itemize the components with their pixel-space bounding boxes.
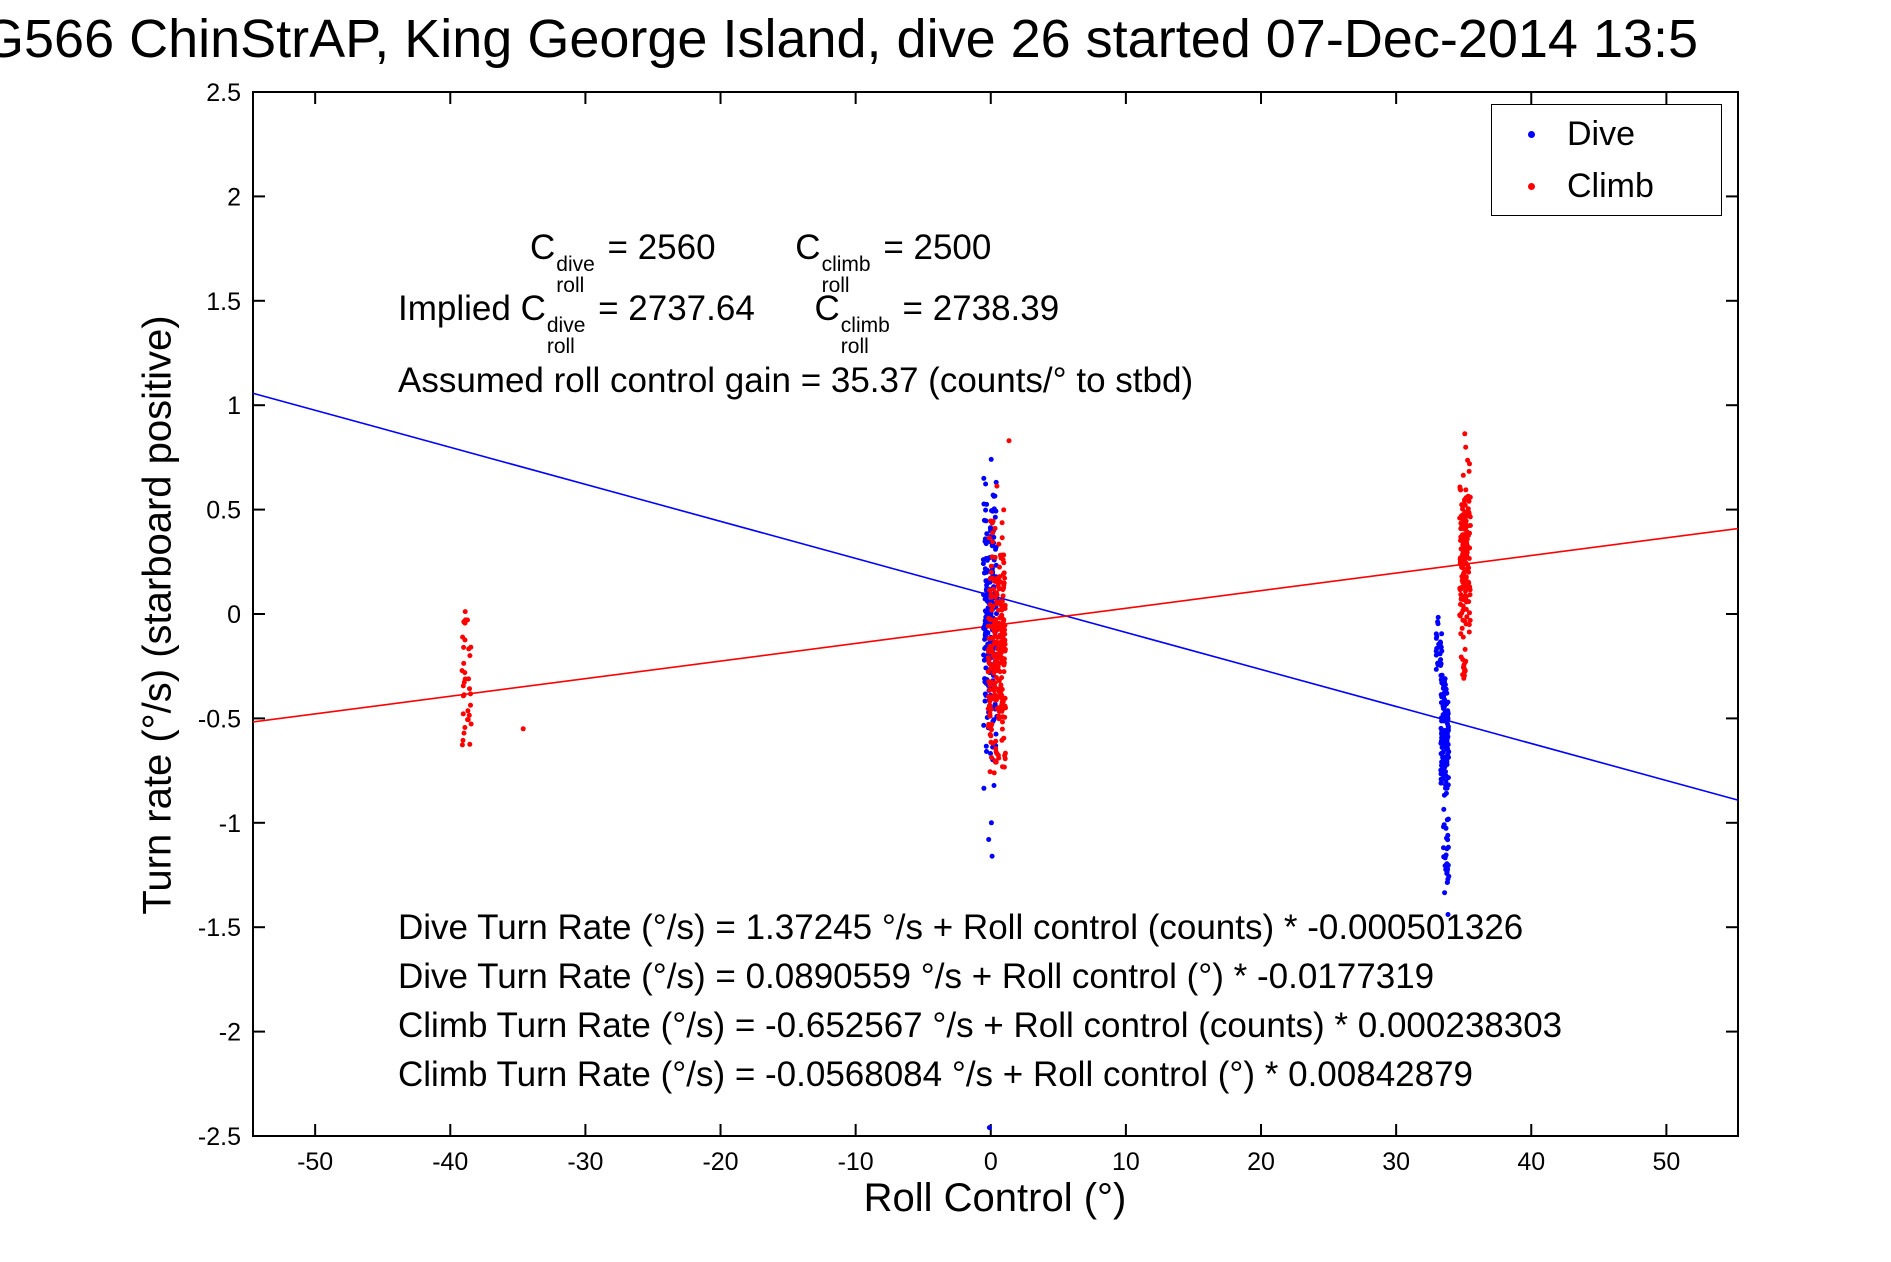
x-tick-label: 30 (1382, 1148, 1410, 1176)
y-tick-label: 2.5 (206, 79, 241, 107)
c-roll-climb-base: C (795, 228, 821, 267)
x-tick-label: -20 (702, 1148, 738, 1176)
x-axis-label: Roll Control (°) (863, 1176, 1127, 1220)
x-tick-label: 40 (1517, 1148, 1545, 1176)
legend-item-dive: Dive (1492, 108, 1721, 160)
climb-counts-equation: Climb Turn Rate (°/s) = -0.652567 °/s + … (398, 1006, 1563, 1045)
legend-label-dive: Dive (1567, 114, 1636, 153)
implied-climb-scripts: climb roll (841, 315, 890, 357)
c-roll-climb-value: = 2500 (873, 228, 992, 267)
y-tick-label: 1.5 (206, 288, 241, 316)
y-tick-label: -1 (219, 810, 241, 838)
y-tick-label: 2 (227, 183, 241, 211)
legend-item-climb: Climb (1492, 160, 1721, 212)
x-tick-label: -10 (838, 1148, 874, 1176)
c-roll-climb-sub: roll (821, 273, 850, 297)
y-tick-label: -1.5 (198, 914, 241, 942)
dive-marker-icon (1528, 130, 1535, 138)
c-roll-dive-sup: dive (556, 252, 595, 276)
implied-climb-base: C (814, 289, 840, 328)
c-roll-dive-scripts: dive roll (556, 254, 595, 296)
c-roll-dive-value: = 2560 (597, 228, 716, 267)
dive-counts-equation: Dive Turn Rate (°/s) = 1.37245 °/s + Rol… (398, 908, 1524, 947)
implied-climb-sub: roll (840, 334, 869, 358)
fit-equations-block: Dive Turn Rate (°/s) = 1.37245 °/s + Rol… (398, 903, 1562, 1099)
y-tick-label: 1 (227, 392, 241, 420)
implied-dive-scripts: dive roll (547, 315, 586, 357)
climb-points (459, 431, 1473, 776)
y-tick-label: 0.5 (206, 497, 241, 525)
y-tick-label: -0.5 (198, 705, 241, 733)
implied-lead: Implied (398, 289, 521, 328)
x-tick-label: 10 (1112, 1148, 1140, 1176)
legend-label-climb: Climb (1567, 166, 1654, 205)
x-tick-label: 0 (984, 1148, 998, 1176)
x-tick-label: 50 (1652, 1148, 1680, 1176)
climb-degrees-equation: Climb Turn Rate (°/s) = -0.0568084 °/s +… (398, 1055, 1474, 1094)
c-roll-dive-sub: roll (556, 273, 585, 297)
x-tick-label: -30 (567, 1148, 603, 1176)
c-roll-climb-sup: climb (821, 252, 871, 276)
c-roll-climb-scripts: climb roll (822, 254, 871, 296)
implied-dive-base: C (520, 289, 546, 328)
y-tick-label: -2 (219, 1019, 241, 1047)
y-axis-label: Turn rate (°/s) (starboard positive) (135, 315, 180, 915)
x-tick-label: -50 (297, 1148, 333, 1176)
y-ticks: -2.5 -2 -1.5 -1 -0.5 0 0.5 1 1.5 2 2.5 (198, 79, 1738, 1151)
legend: Dive Climb (1491, 104, 1722, 216)
x-ticks: -50 -40 -30 -20 -10 0 10 20 30 40 50 (297, 92, 1680, 1176)
x-tick-label: -40 (432, 1148, 468, 1176)
x-tick-label: 20 (1247, 1148, 1275, 1176)
figure-title: G566 ChinStrAP, King George Island, dive… (0, 9, 1699, 69)
climb-marker-icon (1528, 182, 1535, 190)
gain-annotation: Assumed roll control gain = 35.37 (count… (398, 361, 1194, 400)
dive-degrees-equation: Dive Turn Rate (°/s) = 0.0890559 °/s + R… (398, 957, 1435, 996)
y-tick-label: 0 (227, 601, 241, 629)
y-tick-label: -2.5 (198, 1123, 241, 1151)
implied-dive-sub: roll (546, 334, 575, 358)
c-roll-dive-base: C (530, 228, 556, 267)
implied-climb-sup: climb (840, 313, 890, 337)
implied-dive-value: = 2737.64 (588, 289, 755, 328)
implied-climb-value: = 2738.39 (892, 289, 1060, 328)
implied-dive-sup: dive (546, 313, 586, 337)
